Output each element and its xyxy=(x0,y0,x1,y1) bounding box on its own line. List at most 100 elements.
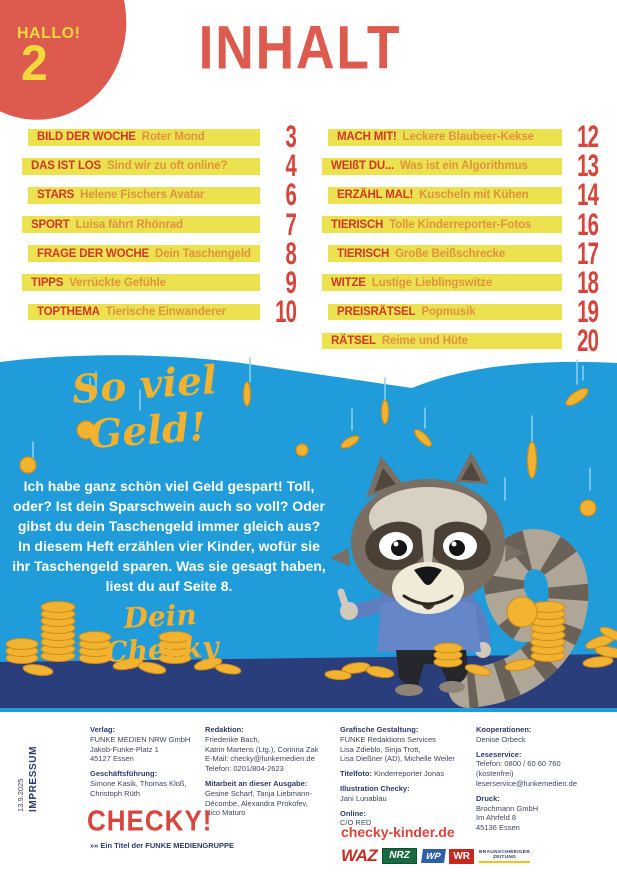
toc-page-number-text: 18 xyxy=(576,265,599,301)
toc-page-number-text: 9 xyxy=(285,265,296,301)
toc-page-number: 3 xyxy=(260,119,296,155)
toc-page-number: 19 xyxy=(562,294,599,330)
toc-entry-title: Kuscheln mit Kühen xyxy=(419,189,529,202)
impressum-heading: Grafische Gestaltung: xyxy=(340,725,419,734)
toc-row[interactable]: ERZÄHL MAL! Kuscheln mit Kühen 14 xyxy=(328,177,599,214)
toc-page-number-text: 17 xyxy=(576,236,599,272)
toc-entry-title: Sind wir zu oft online? xyxy=(107,160,228,173)
website-link[interactable]: checky-kinder.de xyxy=(341,824,455,840)
impressum-heading: Druck: xyxy=(476,793,500,803)
impressum-block: Titelfoto: Kinderreporter Jonas xyxy=(340,769,474,779)
toc-page-number-text: 3 xyxy=(285,119,296,155)
impressum-line: 45136 Essen xyxy=(476,823,520,833)
impressum-line: 45127 Essen xyxy=(90,754,134,764)
toc-row[interactable]: WEIßT DU... Was ist ein Algorithmus 13 xyxy=(322,150,599,182)
toc-page-number: 13 xyxy=(562,150,599,182)
toc-row[interactable]: TOPTHEMA Tierische Einwanderer 10 xyxy=(28,294,297,330)
toc-highlight-bar: ERZÄHL MAL! Kuscheln mit Kühen xyxy=(328,187,562,204)
impressum-line: Nico Maturo xyxy=(205,808,246,818)
toc-category: RÄTSEL xyxy=(331,334,376,347)
toc-category: TOPTHEMA xyxy=(37,305,100,318)
page-title: INHALT xyxy=(198,13,402,83)
toc-page-number: 17 xyxy=(562,236,599,272)
toc-page-number-text: 14 xyxy=(576,177,599,214)
impressum-line: Christoph Rüth xyxy=(90,788,141,798)
toc-category: WEIßT DU... xyxy=(331,160,394,173)
impressum-block: Druck: Brochmann GmbH Im Ahrfeld 8 45136 Es… xyxy=(476,794,604,833)
toc-highlight-bar: BILD DER WOCHE Roter Mond xyxy=(28,129,260,146)
impressum-line: E-Mail: checky@funkemedien.de xyxy=(205,754,315,764)
impressum-block: Illustration Checky: Jani Lunablau xyxy=(340,784,474,804)
impressum-section: 13.9.2025 IMPRESSUM Verlag: FUNKE MEDIEN … xyxy=(0,712,617,872)
toc-row[interactable]: MACH MIT! Leckere Blaubeer-Kekse 12 xyxy=(328,119,599,155)
toc-page-number-text: 10 xyxy=(274,294,297,330)
toc-entry-title: Helene Fischers Avatar xyxy=(80,189,205,202)
toc-page-number-text: 16 xyxy=(576,206,599,243)
impressum-line: Telefon: 0201/804-2623 xyxy=(205,764,284,774)
impressum-column-redaktion: Redaktion: Friederike Bach, Katrin Martens… xyxy=(205,725,338,823)
impressum-line: Jakob-Funke-Platz 1 xyxy=(90,744,159,754)
impressum-block: Kooperationen: Denise Orbeck xyxy=(476,725,604,745)
toc-column-right: MACH MIT! Leckere Blaubeer-Kekse 12 WEIßT D… xyxy=(322,119,599,357)
toc-page-number: 4 xyxy=(260,150,296,182)
page-number-badge: 2 xyxy=(21,35,48,92)
impressum-block: Online: C/O RED xyxy=(340,809,474,829)
toc-highlight-bar: WEIßT DU... Was ist ein Algorithmus xyxy=(322,158,562,175)
impressum-line: Lisa Dießner (AD), Michelle Weiler xyxy=(340,754,455,764)
toc-entry-title: Tolle Kinderreporter-Fotos xyxy=(389,218,532,231)
toc-row[interactable]: SPORT Luisa fährt Rhönrad 7 xyxy=(22,209,297,240)
impressum-heading: Verlag: xyxy=(90,725,116,734)
toc-highlight-bar: STARS Helene Fischers Avatar xyxy=(28,187,260,204)
toc-category: STARS xyxy=(37,189,75,202)
impressum-line: Friederike Bach, xyxy=(205,734,260,744)
toc-row[interactable]: DAS IST LOS Sind wir zu oft online? 4 xyxy=(22,150,297,182)
toc-entry-title: Dein Taschengeld xyxy=(155,247,251,260)
impressum-heading: Online: xyxy=(340,808,366,818)
impressum-side-label: 13.9.2025 IMPRESSUM xyxy=(16,746,39,812)
impressum-line: leserservice@funkemedien.de xyxy=(476,778,577,788)
impressum-heading: Illustration Checky: xyxy=(340,783,410,793)
impressum-line: Brochmann GmbH xyxy=(476,803,539,813)
toc-page-number: 8 xyxy=(260,236,296,272)
impressum-column-kooperationen: Kooperationen: Denise Orbeck Leseservice: T… xyxy=(476,725,604,838)
toc-page-number: 20 xyxy=(562,325,599,357)
impressum-column-verlag: Verlag: FUNKE MEDIEN NRW GmbH Jakob-Funke-… xyxy=(90,725,202,804)
toc-row[interactable]: TIERISCH Tolle Kinderreporter-Fotos 16 xyxy=(322,206,599,243)
impressum-line: Lisa Zdieblo, Sinja Trott, xyxy=(340,744,421,754)
impressum-heading: Geschäftsführung: xyxy=(90,769,158,779)
toc-category: BILD DER WOCHE xyxy=(37,131,136,144)
toc-row[interactable]: TIERISCH Große Beißschrecke 17 xyxy=(328,236,599,272)
toc-highlight-bar: PREISRÄTSEL Popmusik xyxy=(328,303,562,321)
toc-category: TIPPS xyxy=(31,276,64,289)
toc-row[interactable]: WITZE Lustige Lieblingswitze 18 xyxy=(322,265,599,301)
impressum-line: (kostenfrei) xyxy=(476,769,514,779)
toc-row[interactable]: STARS Helene Fischers Avatar 6 xyxy=(28,179,297,211)
toc-highlight-bar: SPORT Luisa fährt Rhönrad xyxy=(22,216,260,233)
impressum-label: IMPRESSUM xyxy=(28,746,39,812)
toc-row[interactable]: PREISRÄTSEL Popmusik 19 xyxy=(328,294,599,330)
toc-highlight-bar: TOPTHEMA Tierische Einwanderer xyxy=(28,303,260,321)
toc-row[interactable]: FRAGE DER WOCHE Dein Taschengeld 8 xyxy=(28,236,297,272)
impressum-block: Grafische Gestaltung: FUNKE Redaktions Se… xyxy=(340,725,474,764)
toc-row[interactable]: RÄTSEL Reime und Hüte 20 xyxy=(322,325,599,357)
impressum-line: Telefon: 0800 / 60 60 760 xyxy=(476,759,561,769)
impressum-line: FUNKE Redaktions Services xyxy=(340,734,436,744)
toc-entry-title: Luisa fährt Rhönrad xyxy=(75,218,183,231)
toc-highlight-bar: WITZE Lustige Lieblingswitze xyxy=(322,274,562,291)
toc-page-number-text: 8 xyxy=(285,236,296,272)
toc-page-number: 14 xyxy=(562,177,599,214)
toc-row[interactable]: BILD DER WOCHE Roter Mond 3 xyxy=(28,119,297,155)
issue-date: 13.9.2025 xyxy=(16,778,25,812)
toc-row[interactable]: TIPPS Verrückte Gefühle 9 xyxy=(22,265,297,301)
toc-page-number-text: 19 xyxy=(576,294,599,330)
toc-page-number-text: 12 xyxy=(576,119,599,155)
impressum-line: Simone Kasik, Thomas Kloß, xyxy=(90,778,187,788)
impressum-line: C/O RED xyxy=(340,818,372,828)
impressum-block: Geschäftsführung: Simone Kasik, Thomas Kl… xyxy=(90,769,202,798)
toc-category: ERZÄHL MAL! xyxy=(337,189,414,202)
impressum-heading: Kooperationen: xyxy=(476,725,532,734)
toc-category: DAS IST LOS xyxy=(31,160,102,173)
impressum-heading: Leseservice: xyxy=(476,749,522,759)
toc-highlight-bar: TIERISCH Große Beißschrecke xyxy=(328,245,562,262)
toc-highlight-bar: DAS IST LOS Sind wir zu oft online? xyxy=(22,158,260,175)
